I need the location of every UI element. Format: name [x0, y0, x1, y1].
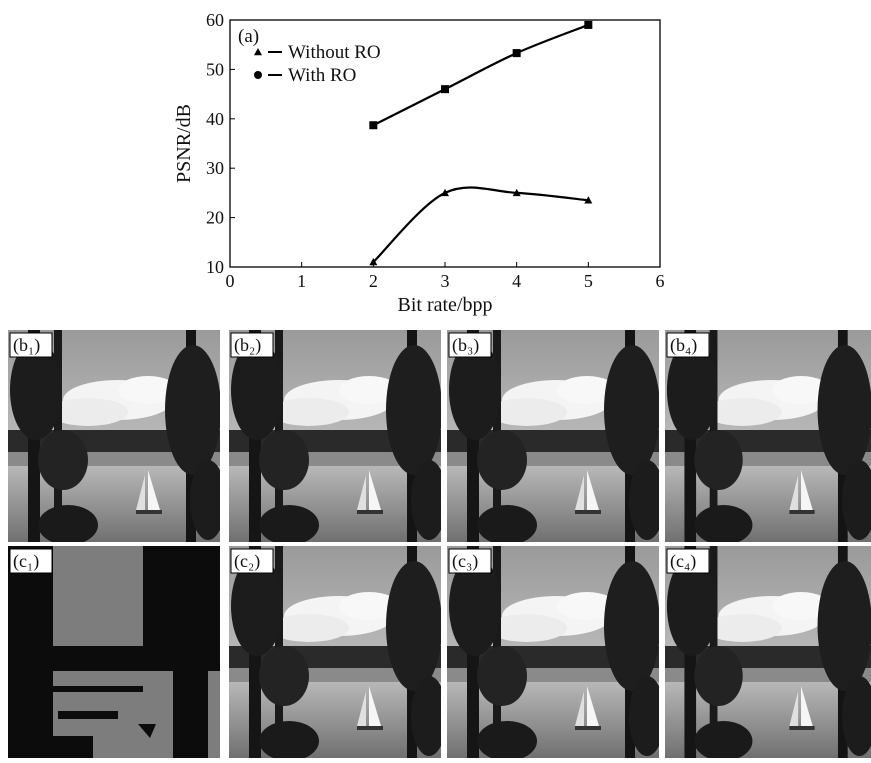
- panel-label: (b₁): [13, 335, 40, 356]
- marker: [512, 49, 521, 58]
- label-box: [9, 548, 53, 574]
- annotation: (a): [238, 26, 259, 47]
- image-panel: (c₂): [229, 546, 441, 758]
- image-panel: (c₁): [8, 546, 220, 758]
- scene-image: [8, 330, 220, 542]
- panel-label: (c₁): [13, 551, 39, 572]
- y-tick-label: 60: [206, 10, 224, 30]
- scene-image: [447, 546, 659, 758]
- scene-image: [8, 546, 220, 758]
- legend-label: Without RO: [288, 42, 381, 63]
- label-box: [448, 332, 492, 358]
- x-tick-label: 4: [512, 271, 521, 291]
- series-line: [372, 186, 589, 263]
- x-axis-label: Bit rate/bpp: [398, 294, 493, 316]
- scene-image: [665, 330, 871, 542]
- marker: [254, 48, 262, 56]
- marker: [254, 71, 262, 79]
- x-tick-label: 6: [656, 271, 665, 291]
- y-tick-label: 10: [206, 257, 224, 277]
- marker: [441, 188, 449, 197]
- label-box: [448, 548, 492, 574]
- legend-label: With RO: [288, 65, 356, 86]
- y-tick-label: 20: [206, 208, 224, 228]
- panel-label: (c₂): [234, 551, 260, 572]
- y-tick-label: 40: [206, 109, 224, 129]
- marker: [584, 196, 593, 204]
- marker: [512, 188, 521, 197]
- x-tick-label: 5: [584, 271, 593, 291]
- scene-image: [447, 330, 659, 542]
- image-panel: (b₂): [229, 330, 441, 542]
- scene-image: [229, 330, 441, 542]
- y-axis-label: PSNR/dB: [173, 104, 195, 183]
- x-tick-label: 0: [226, 271, 235, 291]
- marker: [369, 121, 378, 130]
- x-tick-label: 1: [297, 271, 306, 291]
- panel-label: (b₃): [452, 335, 479, 356]
- label-box: [230, 548, 274, 574]
- panel-label: (b₄): [670, 335, 697, 356]
- series-line: [372, 23, 589, 127]
- x-tick-label: 3: [441, 271, 450, 291]
- scene-image: [665, 546, 871, 758]
- panel-label: (b₂): [234, 335, 261, 356]
- image-panel: (b₃): [447, 330, 659, 542]
- label-box: [230, 332, 274, 358]
- marker: [441, 85, 449, 94]
- y-tick-label: 30: [206, 158, 224, 178]
- marker: [584, 20, 593, 29]
- label-box: [9, 332, 53, 358]
- label-box: [666, 548, 710, 574]
- panel-label: (c₃): [452, 551, 478, 572]
- y-tick-label: 50: [206, 59, 224, 79]
- x-tick-label: 2: [369, 271, 378, 291]
- panel-label: (c₄): [670, 551, 696, 572]
- scene-image: [229, 546, 441, 758]
- marker: [369, 258, 378, 266]
- label-box: [666, 332, 710, 358]
- image-panel: (c₄): [665, 546, 871, 758]
- image-panel: (b₁): [8, 330, 220, 542]
- image-panel: (b₄): [665, 330, 871, 542]
- image-panel: (c₃): [447, 546, 659, 758]
